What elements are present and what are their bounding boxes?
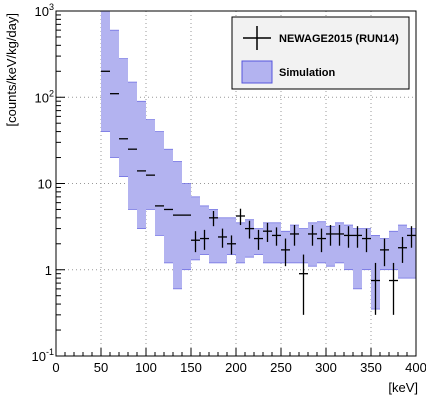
simulation-bin <box>146 119 155 210</box>
data-point <box>191 231 200 253</box>
simulation-bin <box>119 58 128 177</box>
simulation-bin <box>353 228 362 289</box>
y-tick-label: 1 <box>45 263 52 278</box>
data-point <box>344 226 353 248</box>
data-point <box>263 222 272 242</box>
simulation-bin <box>137 101 146 229</box>
x-tick-label: 300 <box>315 360 337 375</box>
simulation-bin <box>164 149 173 263</box>
data-point <box>353 226 362 248</box>
data-point <box>335 225 344 246</box>
x-axis-label: [keV] <box>388 380 418 395</box>
data-point <box>218 228 227 248</box>
x-tick-label: 350 <box>360 360 382 375</box>
data-point <box>299 254 308 315</box>
data-point <box>236 208 245 226</box>
simulation-bin <box>299 228 308 263</box>
data-point <box>200 229 209 250</box>
data-point <box>272 227 281 246</box>
x-tick-label: 400 <box>405 360 426 375</box>
data-point <box>389 262 398 315</box>
y-tick-exponent: -1 <box>46 347 54 357</box>
simulation-bin <box>326 226 335 267</box>
legend: NEWAGE2015 (RUN14) Simulation <box>231 16 410 90</box>
data-point <box>281 238 290 267</box>
x-tick-label: 0 <box>52 360 59 375</box>
data-point <box>317 228 326 253</box>
axis-ticks <box>55 10 417 357</box>
y-tick-exponent: 3 <box>49 2 54 12</box>
data-point <box>308 225 317 246</box>
simulation-bin <box>155 131 164 236</box>
legend-data-marker <box>243 26 271 50</box>
simulation-bin <box>407 228 416 279</box>
data-points <box>101 70 416 315</box>
data-point <box>209 210 218 227</box>
simulation-bin <box>236 222 245 263</box>
data-point <box>380 238 389 267</box>
simulation-bin <box>191 196 200 260</box>
x-tick-label: 250 <box>270 360 292 375</box>
data-point <box>326 225 335 246</box>
y-axis-label: [counts/keV/kg/day] <box>4 13 19 126</box>
simulation-bin <box>209 209 218 263</box>
simulation-bin <box>263 222 272 263</box>
data-point <box>290 225 299 246</box>
data-point <box>254 229 263 250</box>
simulation-bin <box>173 161 182 289</box>
x-tick-label: 50 <box>94 360 108 375</box>
simulation-bin <box>182 183 191 270</box>
data-point <box>245 220 254 239</box>
legend-simulation-label: Simulation <box>279 67 336 79</box>
legend-simulation-swatch <box>241 60 273 84</box>
y-tick-label: 10 <box>38 177 52 192</box>
data-point <box>362 228 371 253</box>
simulation-bin <box>389 231 398 270</box>
data-point <box>407 226 416 248</box>
simulation-bin <box>128 82 137 210</box>
data-point <box>371 262 380 315</box>
y-tick-exponent: 2 <box>49 88 54 98</box>
x-tick-label: 150 <box>180 360 202 375</box>
data-point <box>398 236 407 263</box>
x-tick-label: 200 <box>225 360 247 375</box>
x-tick-label: 100 <box>135 360 157 375</box>
data-point <box>227 235 236 255</box>
legend-data-label: NEWAGE2015 (RUN14) <box>279 33 399 45</box>
